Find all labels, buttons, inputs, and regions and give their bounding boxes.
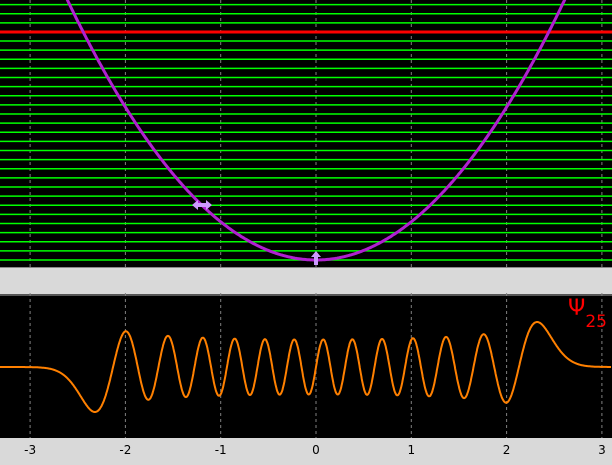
separator-bar <box>0 267 612 296</box>
offset-drag-handle-icon[interactable] <box>311 251 321 265</box>
psi-symbol: Ψ <box>568 296 586 321</box>
x-tick-label: 0 <box>312 443 320 457</box>
x-tick-label: -2 <box>119 443 132 457</box>
wavefunction-plot <box>0 293 611 465</box>
psi-subscript: 25 <box>585 312 607 332</box>
x-tick-label: 3 <box>598 443 606 457</box>
x-tick-label: 2 <box>502 443 511 457</box>
x-tick-label: -1 <box>214 443 227 457</box>
x-tick-label: 1 <box>407 443 416 457</box>
arrow-up <box>311 251 321 265</box>
wavefunction-label: Ψ25 <box>568 296 607 332</box>
x-axis-band <box>0 438 612 465</box>
width-drag-handle-icon[interactable] <box>192 200 212 210</box>
double-arrow-horizontal <box>192 200 212 210</box>
wavefunction-curve <box>0 321 611 413</box>
x-tick-label: -3 <box>24 443 37 457</box>
energy-plot <box>0 0 612 268</box>
